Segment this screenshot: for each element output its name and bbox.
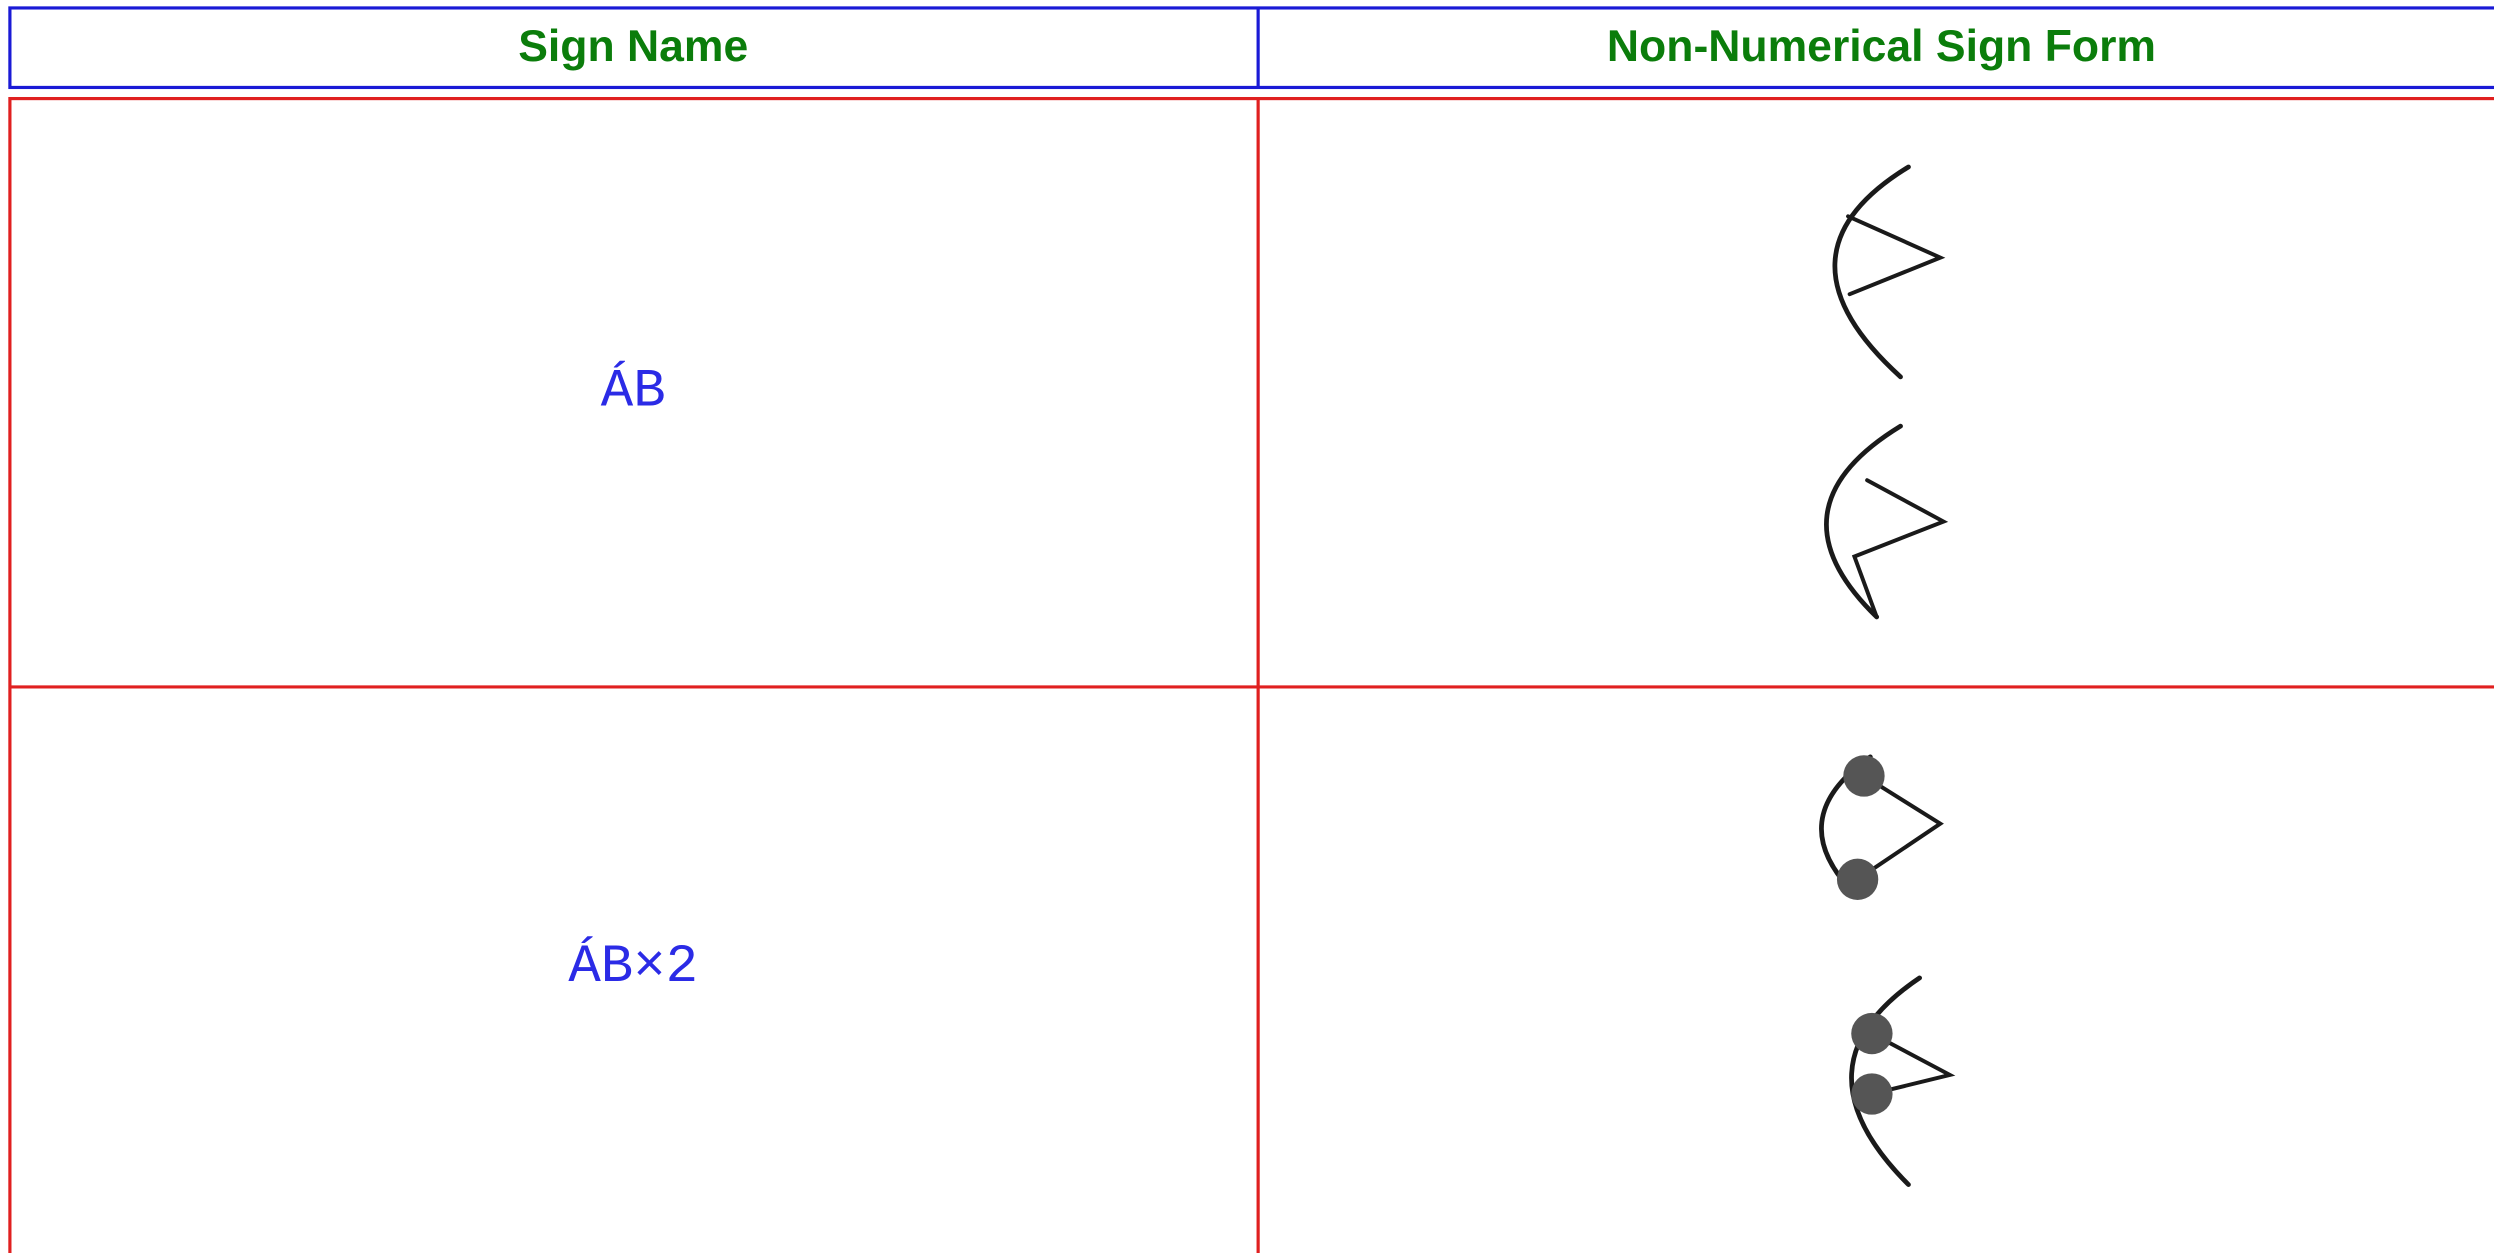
sign-glyph <box>1824 423 1949 620</box>
column-header: Sign Name <box>518 22 748 71</box>
sign-name: ÁB×2 <box>568 936 698 998</box>
sign-glyph <box>1849 975 1956 1188</box>
sign-name: ÁB <box>601 360 666 422</box>
table-body <box>8 96 2494 1253</box>
sign-glyph <box>1832 164 1946 380</box>
column-header: Non-Numerical Sign Form <box>1607 22 2156 71</box>
sign-glyph <box>1819 754 1944 900</box>
